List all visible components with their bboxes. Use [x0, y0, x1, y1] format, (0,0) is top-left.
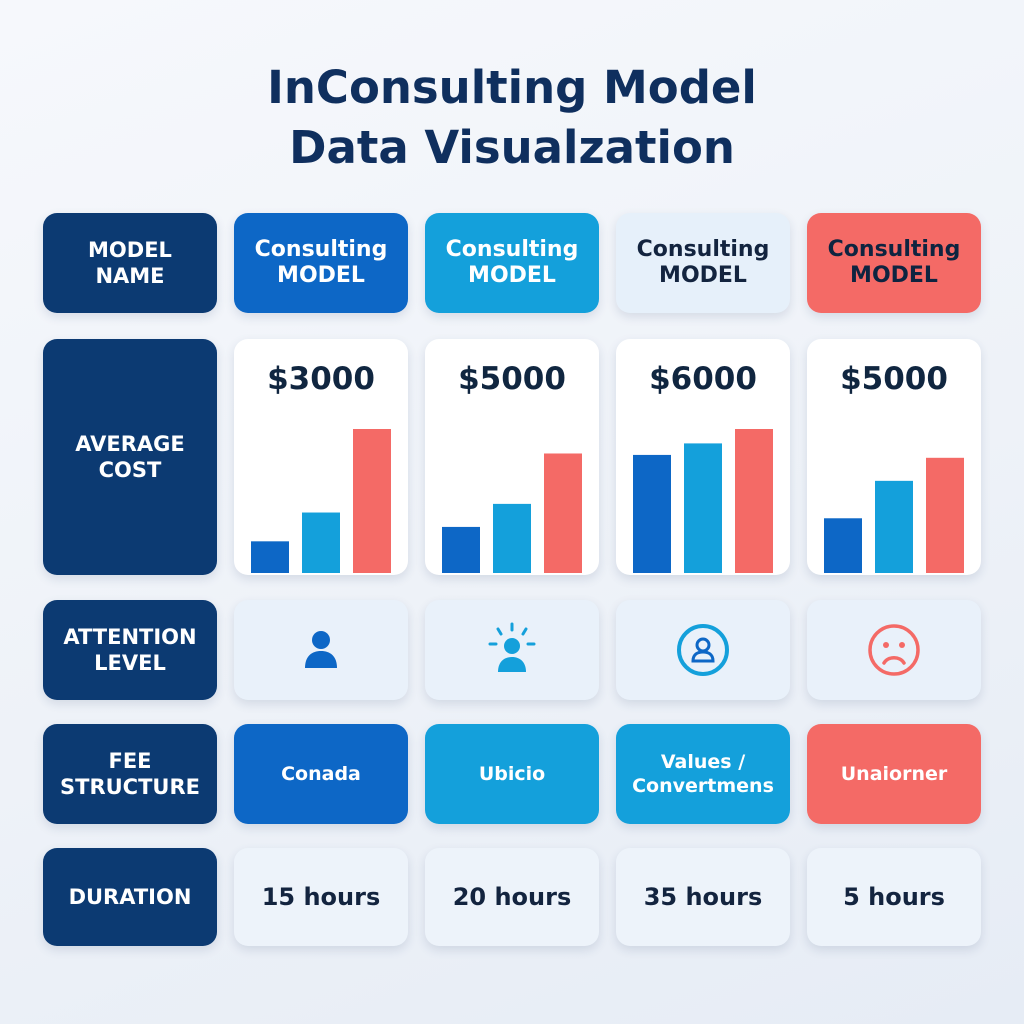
- model-header-1: Consulting MODEL: [234, 213, 408, 313]
- sad-face-icon: [868, 624, 920, 676]
- person-icon: [305, 631, 337, 668]
- chart-3-bar-3: [735, 429, 773, 573]
- duration-cell-3: 35 hours: [616, 848, 790, 946]
- page-title: InConsulting Model Data Visualzation: [0, 58, 1024, 178]
- cost-chart-4: [824, 457, 964, 573]
- title-line-1: InConsulting Model: [267, 61, 757, 114]
- chart-2-bar-3: [544, 453, 582, 573]
- duration-cell-4: 5 hours: [807, 848, 981, 946]
- cost-card-2: $5000: [425, 339, 599, 575]
- attention-cell-3: [616, 600, 790, 700]
- chart-4-bar-1: [824, 518, 862, 573]
- chart-1-bar-3: [353, 429, 391, 573]
- cost-card-1: $3000: [234, 339, 408, 575]
- cost-value-2: $5000: [458, 361, 566, 397]
- attention-cell-4: [807, 600, 981, 700]
- model-header-3: Consulting MODEL: [616, 213, 790, 313]
- chart-3-bar-2: [684, 443, 722, 573]
- chart-4-bar-3: [926, 457, 964, 573]
- row-label-fee-structure: FEE STRUCTURE: [43, 724, 217, 824]
- row-label-attention-level: ATTENTION LEVEL: [43, 600, 217, 700]
- cost-chart-1: [251, 429, 391, 573]
- person-rays-icon: [488, 622, 536, 672]
- cost-value-3: $6000: [649, 361, 757, 397]
- title-line-2: Data Visualzation: [289, 121, 735, 174]
- duration-cell-1: 15 hours: [234, 848, 408, 946]
- row-label-model-name: MODEL NAME: [43, 213, 217, 313]
- duration-cell-2: 20 hours: [425, 848, 599, 946]
- chart-2-bar-1: [442, 526, 480, 573]
- row-label-duration: DURATION: [43, 848, 217, 946]
- cost-value-4: $5000: [840, 361, 948, 397]
- fee-cell-4: Unaiorner: [807, 724, 981, 824]
- model-header-2: Consulting MODEL: [425, 213, 599, 313]
- chart-2-bar-2: [493, 503, 531, 573]
- cost-chart-3: [633, 429, 773, 573]
- cost-card-3: $6000: [616, 339, 790, 575]
- row-label-average-cost: AVERAGE COST: [43, 339, 217, 575]
- fee-cell-2: Ubicio: [425, 724, 599, 824]
- person-circle-icon: [677, 624, 729, 676]
- attention-cell-2: [425, 600, 599, 700]
- cost-chart-2: [442, 453, 582, 573]
- attention-cell-1: [234, 600, 408, 700]
- chart-1-bar-1: [251, 541, 289, 573]
- cost-card-4: $5000: [807, 339, 981, 575]
- chart-4-bar-2: [875, 480, 913, 573]
- cost-value-1: $3000: [267, 361, 375, 397]
- fee-cell-3: Values / Convertmens: [616, 724, 790, 824]
- chart-3-bar-1: [633, 454, 671, 573]
- chart-1-bar-2: [302, 512, 340, 573]
- fee-cell-1: Conada: [234, 724, 408, 824]
- model-header-4: Consulting MODEL: [807, 213, 981, 313]
